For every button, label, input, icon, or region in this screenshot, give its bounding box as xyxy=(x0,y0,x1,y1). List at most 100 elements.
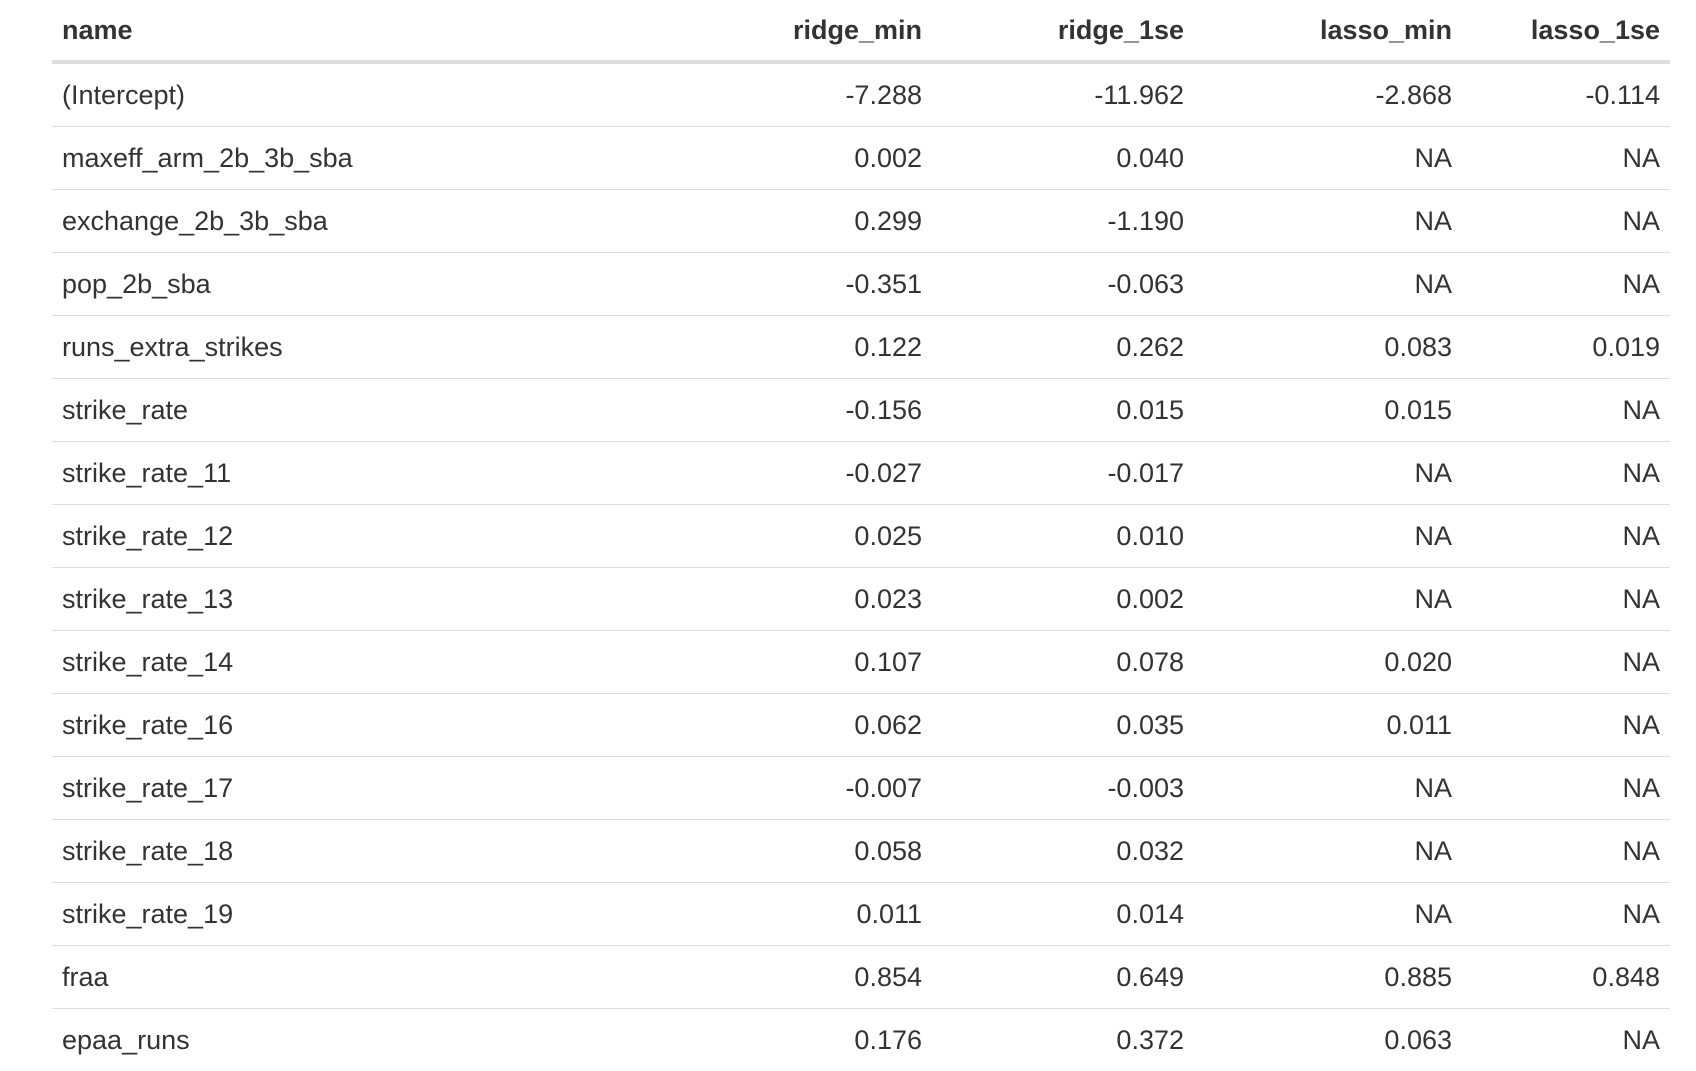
cell-ridge-1se: 0.032 xyxy=(932,820,1194,883)
cell-lasso-1se: NA xyxy=(1462,190,1670,253)
cell-name: maxeff_arm_2b_3b_sba xyxy=(52,127,614,190)
cell-lasso-min: NA xyxy=(1194,820,1462,883)
column-header-lasso-1se: lasso_1se xyxy=(1462,0,1670,62)
cell-lasso-1se: NA xyxy=(1462,379,1670,442)
cell-name: strike_rate xyxy=(52,379,614,442)
cell-lasso-1se: NA xyxy=(1462,820,1670,883)
cell-lasso-1se: NA xyxy=(1462,127,1670,190)
cell-ridge-min: 0.023 xyxy=(614,568,932,631)
cell-lasso-min: NA xyxy=(1194,757,1462,820)
column-header-name: name xyxy=(52,0,614,62)
table-row: (Intercept)-7.288-11.962-2.868-0.114 xyxy=(52,62,1670,127)
cell-name: strike_rate_18 xyxy=(52,820,614,883)
cell-lasso-min: 0.011 xyxy=(1194,694,1462,757)
cell-ridge-1se: 0.035 xyxy=(932,694,1194,757)
cell-ridge-min: 0.299 xyxy=(614,190,932,253)
cell-lasso-min: NA xyxy=(1194,190,1462,253)
cell-ridge-min: 0.122 xyxy=(614,316,932,379)
cell-ridge-1se: -0.003 xyxy=(932,757,1194,820)
cell-ridge-min: -7.288 xyxy=(614,62,932,127)
cell-lasso-min: 0.015 xyxy=(1194,379,1462,442)
cell-lasso-1se: NA xyxy=(1462,631,1670,694)
cell-lasso-1se: -0.114 xyxy=(1462,62,1670,127)
cell-ridge-1se: -0.063 xyxy=(932,253,1194,316)
cell-ridge-1se: 0.015 xyxy=(932,379,1194,442)
header-row: name ridge_min ridge_1se lasso_min lasso… xyxy=(52,0,1670,62)
cell-ridge-1se: -1.190 xyxy=(932,190,1194,253)
cell-lasso-1se: NA xyxy=(1462,505,1670,568)
cell-name: strike_rate_19 xyxy=(52,883,614,946)
cell-name: strike_rate_14 xyxy=(52,631,614,694)
cell-ridge-1se: 0.002 xyxy=(932,568,1194,631)
cell-name: strike_rate_17 xyxy=(52,757,614,820)
cell-lasso-min: 0.020 xyxy=(1194,631,1462,694)
cell-ridge-min: 0.025 xyxy=(614,505,932,568)
cell-lasso-min: -2.868 xyxy=(1194,62,1462,127)
cell-lasso-1se: 0.019 xyxy=(1462,316,1670,379)
column-header-lasso-min: lasso_min xyxy=(1194,0,1462,62)
cell-lasso-min: NA xyxy=(1194,505,1462,568)
coefficient-table: name ridge_min ridge_1se lasso_min lasso… xyxy=(52,0,1670,1071)
cell-ridge-1se: 0.014 xyxy=(932,883,1194,946)
cell-ridge-min: -0.007 xyxy=(614,757,932,820)
cell-ridge-1se: 0.010 xyxy=(932,505,1194,568)
cell-lasso-min: NA xyxy=(1194,883,1462,946)
cell-ridge-min: 0.011 xyxy=(614,883,932,946)
cell-ridge-min: 0.107 xyxy=(614,631,932,694)
cell-ridge-min: 0.058 xyxy=(614,820,932,883)
cell-name: strike_rate_16 xyxy=(52,694,614,757)
coefficient-table-container: name ridge_min ridge_1se lasso_min lasso… xyxy=(52,0,1670,1071)
cell-lasso-1se: NA xyxy=(1462,694,1670,757)
cell-lasso-min: NA xyxy=(1194,568,1462,631)
cell-ridge-min: -0.351 xyxy=(614,253,932,316)
cell-lasso-min: NA xyxy=(1194,127,1462,190)
cell-name: exchange_2b_3b_sba xyxy=(52,190,614,253)
cell-ridge-min: 0.854 xyxy=(614,946,932,1009)
cell-name: (Intercept) xyxy=(52,62,614,127)
column-header-ridge-min: ridge_min xyxy=(614,0,932,62)
cell-name: runs_extra_strikes xyxy=(52,316,614,379)
cell-name: strike_rate_12 xyxy=(52,505,614,568)
cell-name: pop_2b_sba xyxy=(52,253,614,316)
cell-ridge-min: 0.002 xyxy=(614,127,932,190)
cell-lasso-1se: 0.848 xyxy=(1462,946,1670,1009)
cell-lasso-min: NA xyxy=(1194,442,1462,505)
cell-ridge-min: -0.156 xyxy=(614,379,932,442)
cell-lasso-1se: NA xyxy=(1462,568,1670,631)
cell-ridge-1se: 0.040 xyxy=(932,127,1194,190)
cell-ridge-1se: -0.017 xyxy=(932,442,1194,505)
cell-ridge-1se: 0.078 xyxy=(932,631,1194,694)
cell-lasso-1se: NA xyxy=(1462,442,1670,505)
cell-lasso-1se: NA xyxy=(1462,253,1670,316)
cell-ridge-1se: 0.649 xyxy=(932,946,1194,1009)
cell-lasso-1se: NA xyxy=(1462,757,1670,820)
cell-name: fraa xyxy=(52,946,614,1009)
table-header: name ridge_min ridge_1se lasso_min lasso… xyxy=(52,0,1670,62)
cell-ridge-min: 0.062 xyxy=(614,694,932,757)
cell-ridge-1se: -11.962 xyxy=(932,62,1194,127)
cell-name: strike_rate_11 xyxy=(52,442,614,505)
column-header-ridge-1se: ridge_1se xyxy=(932,0,1194,62)
cell-lasso-1se: NA xyxy=(1462,883,1670,946)
cell-lasso-min: 0.083 xyxy=(1194,316,1462,379)
cell-lasso-min: NA xyxy=(1194,253,1462,316)
cell-lasso-min: 0.885 xyxy=(1194,946,1462,1009)
cell-ridge-min: -0.027 xyxy=(614,442,932,505)
cell-name: strike_rate_13 xyxy=(52,568,614,631)
cell-ridge-1se: 0.262 xyxy=(932,316,1194,379)
